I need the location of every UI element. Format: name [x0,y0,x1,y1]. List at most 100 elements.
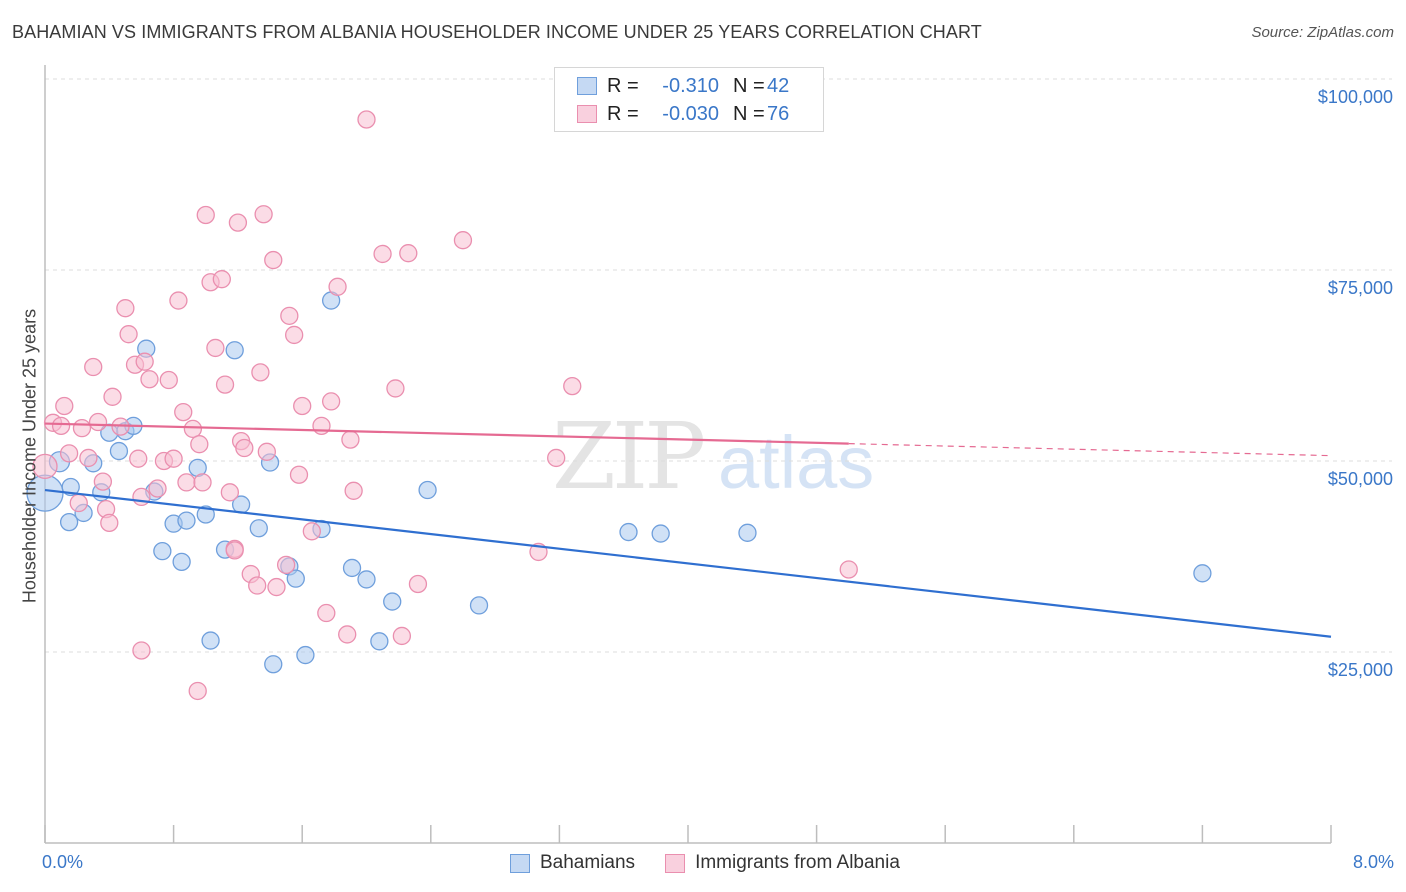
point-albania [79,448,98,468]
y-axis-label: Householder Income Under 25 years [19,308,40,604]
point-bahamians [370,632,389,651]
point-albania [119,325,138,344]
point-albania [132,487,151,507]
point-albania [408,574,428,594]
point-albania [32,453,58,479]
point-albania [276,555,296,575]
point-albania [251,363,270,382]
point-albania [254,205,273,224]
point-bahamians [109,441,129,461]
point-albania [206,338,225,358]
point-albania [129,449,148,468]
point-albania [392,626,412,646]
point-albania [267,577,286,597]
point-albania [174,402,193,422]
point-albania [212,270,231,289]
legend-item-albania[interactable]: Immigrants from Albania [665,852,900,874]
trendline-bahamians [44,488,1332,638]
point-albania [547,448,566,468]
point-bahamians [225,341,244,360]
point-albania [215,375,235,394]
point-albania [357,110,376,129]
point-albania [321,392,341,411]
point-albania [220,483,240,502]
point-albania [302,522,321,541]
point-albania [51,416,71,436]
trendline-albania [44,422,849,445]
y-tick-label: $100,000 [1318,87,1393,107]
point-albania [338,625,357,644]
point-albania [55,396,74,416]
point-albania [341,430,360,449]
point-albania [177,473,196,492]
legend-r-label: R = [607,102,639,125]
y-tick-label: $25,000 [1328,660,1393,680]
point-albania [839,560,858,579]
point-albania [190,435,209,454]
legend-row-bahamians: R = -0.310 N = 42 [577,73,789,99]
point-albania [228,213,248,232]
point-albania [312,416,331,436]
point-albania [59,444,79,463]
point-albania [289,465,309,484]
point-albania [453,231,473,250]
point-albania [188,681,207,701]
point-bahamians [61,477,80,497]
point-bahamians [619,522,638,542]
legend-item-bahamians[interactable]: Bahamians [510,852,635,874]
point-albania [373,244,392,264]
point-albania [196,205,215,225]
watermark-atlas: atlas [718,421,874,504]
watermark-zip: ZIP [552,403,703,510]
point-albania [140,370,159,389]
x-tick-min: 0.0% [42,852,84,872]
legend-swatch-pink [577,105,597,123]
legend-n-label: N = [733,74,765,97]
legend-n-label: N = [733,102,765,125]
legend-n-value: 42 [767,74,790,97]
point-albania [399,244,418,263]
point-albania [159,370,178,390]
correlation-legend: R = -0.310 N = 42 R = -0.030 N = 76 [554,67,824,132]
point-bahamians [383,592,402,611]
point-albania [164,449,183,468]
legend-row-albania: R = -0.030 N = 76 [577,101,789,127]
point-bahamians [357,570,376,589]
point-bahamians [59,512,79,532]
point-albania [88,412,108,432]
point-albania [169,291,188,310]
point-albania [183,419,203,439]
legend-swatch-blue [577,77,597,95]
point-bahamians [172,552,191,571]
point-bahamians [296,645,315,665]
point-albania [328,277,347,296]
point-albania [563,376,582,396]
point-albania [264,250,283,270]
point-bahamians [249,519,268,538]
legend-r-label: R = [607,74,639,97]
point-albania [135,352,154,371]
point-albania [317,603,336,623]
point-albania [280,306,299,325]
point-albania [248,576,267,595]
point-albania [225,541,244,560]
point-bahamians [177,511,196,530]
source-label: Source: ZipAtlas.com [1251,24,1394,41]
point-bahamians [418,480,437,500]
point-albania [93,472,113,491]
point-bahamians [738,523,757,542]
point-albania [285,325,304,345]
legend-swatch-pink [665,853,686,873]
point-bahamians [196,505,215,524]
legend-r-value: -0.030 [662,102,719,125]
point-bahamians [342,558,362,578]
legend-swatch-blue [510,853,530,873]
point-albania [344,481,363,500]
trendline-albania-dashed [848,443,1332,457]
point-albania [100,513,119,533]
point-bahamians [1193,564,1212,583]
chart-title: BAHAMIAN VS IMMIGRANTS FROM ALBANIA HOUS… [12,22,982,42]
point-albania [193,473,212,492]
x-tick-max: 8.0% [1352,852,1394,872]
y-tick-label: $75,000 [1328,278,1393,298]
